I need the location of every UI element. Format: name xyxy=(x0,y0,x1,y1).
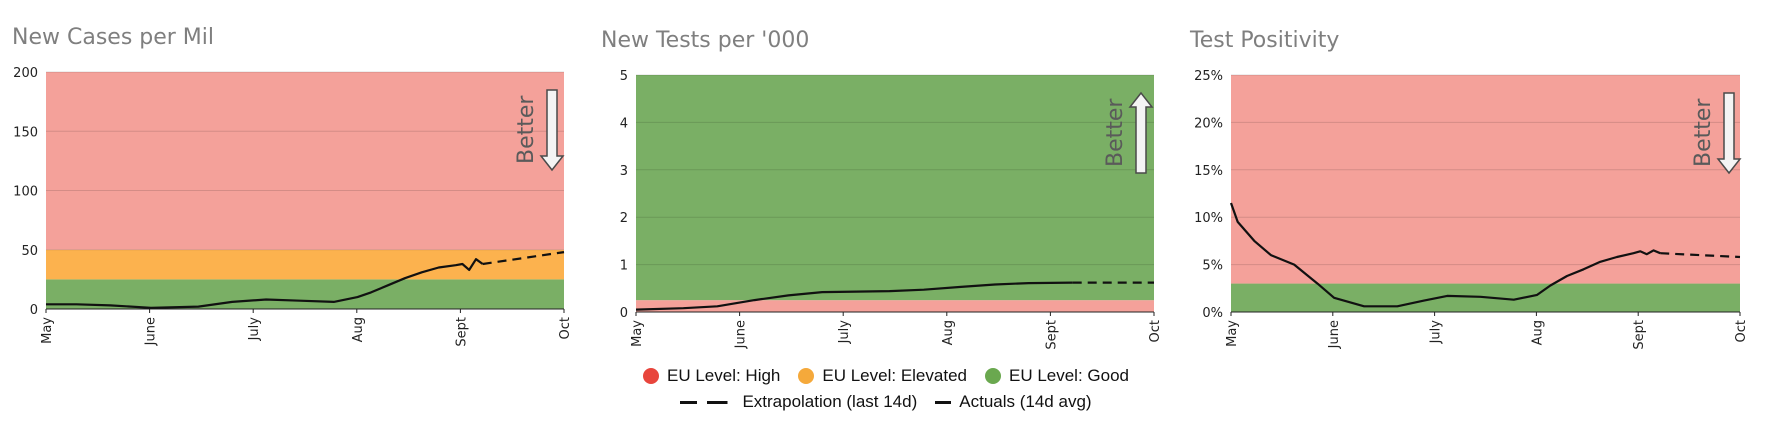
legend-item-extrapolation: Extrapolation (last 14d) xyxy=(680,392,917,412)
chart-title: New Tests per '000 xyxy=(601,28,809,53)
legend-label-extrapolation: Extrapolation (last 14d) xyxy=(742,392,918,411)
legend-item-actuals: Actuals (14d avg) xyxy=(935,392,1092,412)
band-high xyxy=(636,300,1154,312)
y-tick-label: 20% xyxy=(1194,116,1223,131)
band-good xyxy=(636,75,1154,301)
y-tick-label: 0 xyxy=(620,306,628,321)
y-tick-label: 0% xyxy=(1202,306,1223,321)
x-tick-label: Oct xyxy=(1734,320,1749,342)
y-tick-label: 100 xyxy=(13,185,38,200)
legend-dot-high xyxy=(643,368,659,384)
arrow-up-icon xyxy=(1128,91,1154,174)
x-tick-label: June xyxy=(1327,320,1342,349)
chart-panel-3: Test Positivity 0% 5% 10% 15% 20% 25% May June Ju… xyxy=(1189,28,1749,350)
legend-row-lines: Extrapolation (last 14d) Actuals (14d av… xyxy=(0,390,1772,414)
legend-item-good: EU Level: Good xyxy=(984,366,1129,386)
series-line-actuals xyxy=(635,281,1073,311)
chart-title: Test Positivity xyxy=(1189,28,1339,53)
arrow-down-icon xyxy=(539,89,565,172)
legend-label-actuals: Actuals (14d avg) xyxy=(959,392,1092,411)
better-indicator: Better xyxy=(514,89,565,172)
y-tick-label: 0 xyxy=(30,303,38,318)
series-line-extrapolation xyxy=(1660,252,1741,259)
x-tick-label: Aug xyxy=(351,317,366,342)
x-tick-label: May xyxy=(630,320,645,347)
series-line-extrapolation xyxy=(482,251,565,266)
x-tick-label: Sept xyxy=(454,317,469,347)
x-tick-label: June xyxy=(144,317,159,346)
better-label: Better xyxy=(514,95,539,164)
x-tick-label: Oct xyxy=(1148,320,1163,342)
series-line-actuals xyxy=(46,258,484,309)
legend-label-elevated: EU Level: Elevated xyxy=(822,366,967,385)
legend-dot-elevated xyxy=(798,368,815,384)
y-tick-label: 25% xyxy=(1194,69,1223,84)
legend: EU Level: High EU Level: Elevated EU Lev… xyxy=(0,364,1772,414)
y-tick-label: 1 xyxy=(620,259,628,274)
chart-panel-1: New Cases per Mil 0 50 100 150 200 May June July… xyxy=(12,25,573,347)
x-tick-label: May xyxy=(40,317,55,344)
y-tick-label: 50 xyxy=(21,244,38,259)
x-tick-label: June xyxy=(734,320,749,349)
legend-row-levels: EU Level: High EU Level: Elevated EU Lev… xyxy=(0,364,1772,388)
band-high xyxy=(46,72,564,250)
y-tick-label: 200 xyxy=(13,66,38,81)
y-tick-label: 4 xyxy=(620,116,628,131)
better-label: Better xyxy=(1691,98,1716,167)
y-tick-label: 15% xyxy=(1194,164,1223,179)
band-elevated xyxy=(46,249,564,280)
legend-label-good: EU Level: Good xyxy=(1008,366,1129,385)
chart-title: New Cases per Mil xyxy=(12,25,214,50)
x-tick-label: Sept xyxy=(1044,320,1059,350)
y-tick-label: 3 xyxy=(620,164,628,179)
legend-swatch-dashed xyxy=(680,400,735,404)
better-label: Better xyxy=(1103,98,1128,167)
y-tick-label: 5 xyxy=(620,69,628,84)
chart-panel-2: New Tests per '000 0 1 2 3 4 5 May June July Aug Se… xyxy=(601,28,1163,350)
x-tick-label: July xyxy=(1429,320,1444,345)
band-high xyxy=(1231,75,1740,284)
legend-swatch-solid xyxy=(935,400,952,404)
x-tick-label: Aug xyxy=(1530,320,1545,345)
legend-dot-good xyxy=(984,368,1001,384)
legend-label-high: EU Level: High xyxy=(667,366,781,385)
arrow-down-icon xyxy=(1716,92,1742,175)
x-tick-label: Aug xyxy=(941,320,956,345)
y-tick-label: 10% xyxy=(1194,211,1223,226)
better-indicator: Better xyxy=(1691,92,1742,175)
better-indicator: Better xyxy=(1103,91,1154,174)
y-tick-label: 5% xyxy=(1202,259,1223,274)
x-tick-label: July xyxy=(837,320,852,345)
legend-item-high: EU Level: High xyxy=(643,366,780,386)
x-tick-label: Sept xyxy=(1632,320,1647,350)
x-tick-label: Oct xyxy=(558,317,573,339)
legend-item-elevated: EU Level: Elevated xyxy=(798,366,967,386)
x-tick-label: May xyxy=(1225,320,1240,347)
y-tick-label: 150 xyxy=(13,125,38,140)
y-tick-label: 2 xyxy=(620,211,628,226)
band-good xyxy=(46,279,564,309)
series-line-actuals xyxy=(1229,202,1661,308)
x-tick-label: July xyxy=(247,317,262,342)
